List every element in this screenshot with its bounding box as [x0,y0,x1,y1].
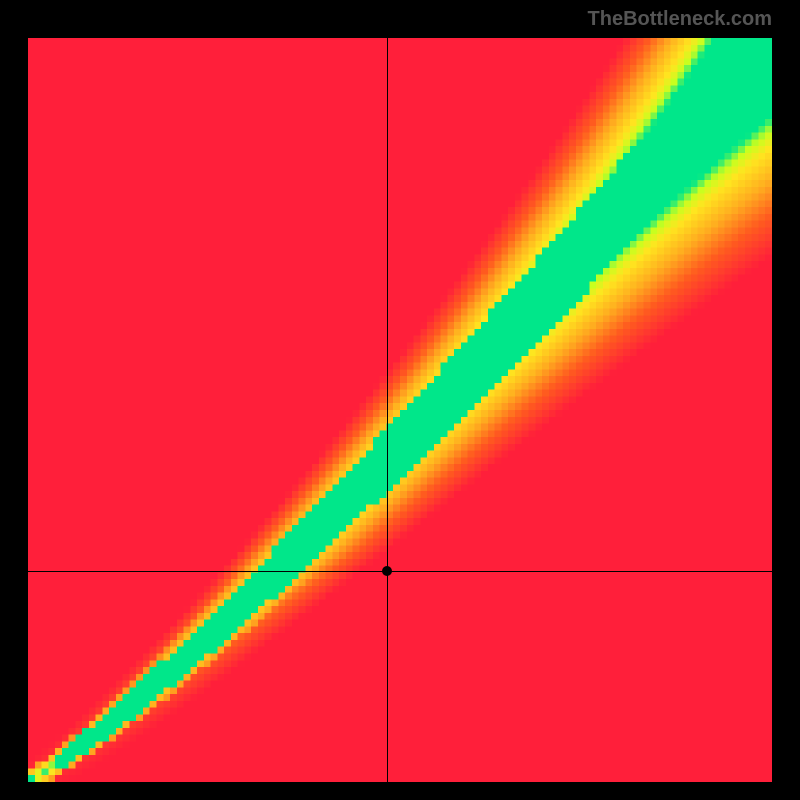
watermark-text: TheBottleneck.com [588,8,772,31]
heatmap-plot-area [28,38,772,782]
crosshair-vertical-line [387,38,388,782]
heatmap-canvas [28,38,772,782]
crosshair-marker [382,566,392,576]
crosshair-horizontal-line [28,571,772,572]
